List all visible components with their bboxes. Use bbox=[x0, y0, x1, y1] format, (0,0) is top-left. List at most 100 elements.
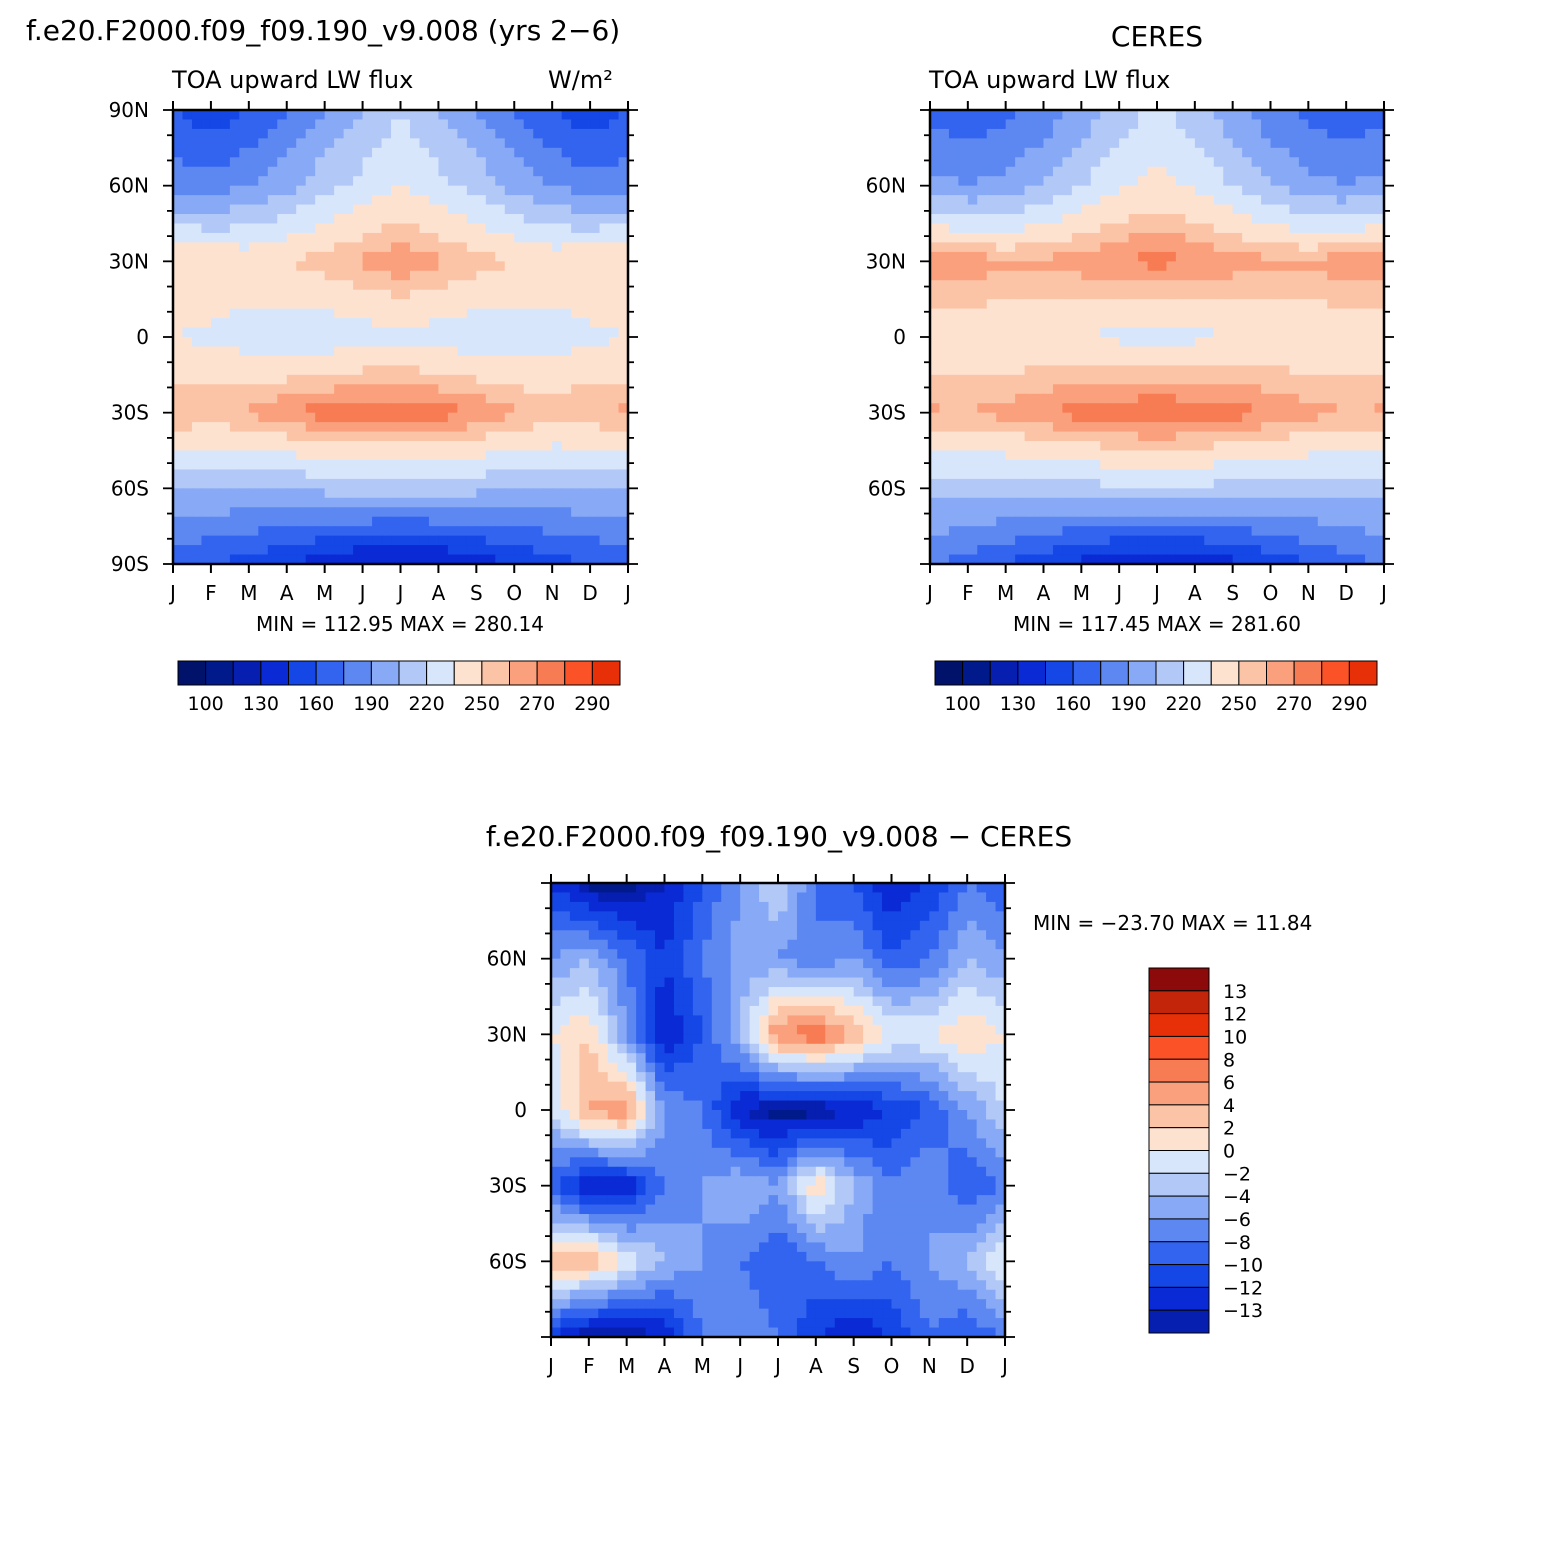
heatmap-cell bbox=[210, 185, 221, 196]
heatmap-cell bbox=[1052, 195, 1064, 206]
heatmap-cell bbox=[683, 892, 694, 903]
heatmap-cell bbox=[958, 223, 969, 234]
heatmap-cell bbox=[967, 251, 978, 262]
heatmap-cell bbox=[447, 526, 458, 537]
heatmap-cell bbox=[1034, 497, 1045, 508]
heatmap-cell bbox=[1015, 308, 1026, 319]
heatmap-cell bbox=[1365, 232, 1376, 244]
heatmap-cell bbox=[362, 327, 373, 338]
heatmap-cell bbox=[428, 459, 440, 471]
heatmap-cell bbox=[590, 422, 601, 433]
heatmap-cell bbox=[1128, 431, 1139, 442]
heatmap-cell bbox=[1336, 469, 1347, 480]
heatmap-cell bbox=[1261, 119, 1272, 130]
heatmap-cell bbox=[1346, 270, 1357, 281]
heatmap-cell bbox=[552, 204, 563, 215]
heatmap-cell bbox=[173, 214, 184, 225]
heatmap-cell bbox=[447, 355, 458, 366]
heatmap-cell bbox=[1185, 346, 1196, 357]
heatmap-cell bbox=[939, 185, 950, 196]
heatmap-cell bbox=[457, 318, 468, 329]
heatmap-cell bbox=[1242, 251, 1253, 262]
heatmap-cell bbox=[229, 185, 240, 196]
heatmap-cell bbox=[561, 412, 572, 423]
heatmap-cell bbox=[495, 478, 506, 489]
heatmap-cell bbox=[1355, 346, 1366, 357]
heatmap-cell bbox=[617, 883, 628, 894]
heatmap-cell bbox=[1365, 299, 1376, 310]
heatmap-cell bbox=[1015, 535, 1026, 546]
heatmap-cell bbox=[495, 289, 506, 300]
heatmap-cell bbox=[1071, 459, 1082, 471]
heatmap-cell bbox=[305, 497, 316, 508]
heatmap-cell bbox=[1232, 355, 1243, 366]
heatmap-cell bbox=[1194, 110, 1205, 121]
heatmap-cell bbox=[1336, 545, 1347, 556]
heatmap-cell bbox=[229, 374, 240, 385]
heatmap-cell bbox=[1213, 478, 1224, 489]
heatmap-cell bbox=[409, 374, 421, 385]
heatmap-cell bbox=[466, 261, 477, 272]
heatmap-cell bbox=[1327, 232, 1338, 244]
heatmap-cell bbox=[1270, 195, 1281, 206]
heatmap-cell bbox=[939, 403, 950, 414]
heatmap-cell bbox=[286, 374, 297, 385]
heatmap-cell bbox=[296, 270, 307, 281]
heatmap-cell bbox=[1062, 554, 1073, 565]
heatmap-cell bbox=[353, 488, 364, 499]
heatmap-cell bbox=[182, 488, 193, 499]
heatmap-cell bbox=[1355, 412, 1366, 423]
heatmap-cell bbox=[1100, 422, 1111, 433]
heatmap-cell bbox=[552, 488, 563, 499]
heatmap-cell bbox=[1052, 412, 1064, 423]
heatmap-cell bbox=[1204, 346, 1215, 357]
heatmap-cell bbox=[1175, 204, 1186, 215]
heatmap-cell bbox=[229, 403, 240, 414]
heatmap-cell bbox=[267, 308, 278, 319]
heatmap-cell bbox=[1185, 157, 1196, 168]
heatmap-cell bbox=[1109, 535, 1120, 546]
heatmap-cell bbox=[542, 232, 553, 244]
heatmap-cell bbox=[1242, 110, 1253, 121]
heatmap-cell bbox=[182, 214, 193, 225]
heatmap-cell bbox=[1374, 176, 1385, 187]
heatmap-cell bbox=[1015, 488, 1026, 499]
heatmap-cell bbox=[239, 270, 250, 281]
heatmap-cell bbox=[466, 507, 477, 518]
heatmap-cell bbox=[590, 299, 601, 310]
heatmap-cell bbox=[476, 166, 487, 177]
heatmap-cell bbox=[1308, 185, 1319, 196]
heatmap-cell bbox=[618, 346, 629, 357]
heatmap-cell bbox=[1355, 128, 1366, 139]
heatmap-cell bbox=[618, 497, 629, 508]
heatmap-cell bbox=[1279, 261, 1291, 272]
heatmap-cell bbox=[1109, 459, 1120, 471]
heatmap-cell bbox=[201, 270, 212, 281]
heatmap-cell bbox=[1034, 119, 1045, 130]
heatmap-cell bbox=[948, 901, 959, 912]
heatmap-cell bbox=[986, 488, 997, 499]
heatmap-cell bbox=[485, 110, 496, 121]
heatmap-cell bbox=[1242, 393, 1253, 404]
heatmap-cell bbox=[1119, 280, 1130, 291]
heatmap-cell bbox=[1317, 166, 1328, 177]
heatmap-cell bbox=[1138, 337, 1149, 348]
heatmap-cell bbox=[599, 299, 610, 310]
heatmap-cell bbox=[381, 441, 392, 452]
heatmap-cell bbox=[1289, 431, 1300, 442]
heatmap-cell bbox=[958, 128, 969, 139]
heatmap-cell bbox=[571, 554, 582, 565]
heatmap-cell bbox=[1015, 526, 1026, 537]
heatmap-cell bbox=[400, 147, 411, 158]
heatmap-cell bbox=[182, 270, 193, 281]
heatmap-cell bbox=[749, 901, 760, 912]
heatmap-cell bbox=[210, 412, 221, 423]
heatmap-cell bbox=[1279, 441, 1291, 452]
heatmap-cell bbox=[1223, 441, 1234, 452]
heatmap-cell bbox=[1279, 384, 1291, 395]
heatmap-cell bbox=[353, 128, 364, 139]
heatmap-cell bbox=[191, 280, 203, 291]
heatmap-cell bbox=[1365, 318, 1376, 329]
heatmap-cell bbox=[1232, 261, 1243, 272]
heatmap-cell bbox=[438, 242, 449, 253]
